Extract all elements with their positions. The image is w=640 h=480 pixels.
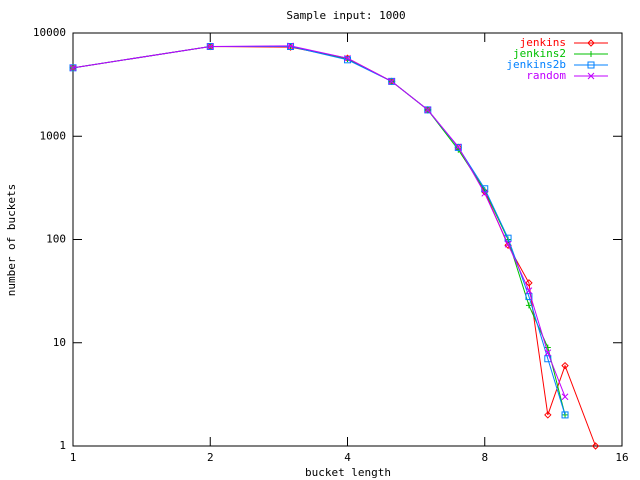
y-tick-label: 100 [46,233,66,246]
point [454,143,462,151]
x-tick-label: 16 [615,451,628,464]
point [544,349,552,357]
point [562,411,569,418]
point [388,77,396,85]
point [561,411,569,419]
point [344,54,351,62]
y-tick-label: 1000 [40,129,67,142]
point [388,78,396,85]
chart-title: Sample input: 1000 [286,9,405,22]
point [561,361,569,370]
point [544,355,552,363]
legend-marker [587,72,595,80]
legend-marker [588,51,594,57]
legend-label: jenkins2 [513,47,566,60]
x-axis-label: bucket length [305,466,391,479]
x-tick-label: 8 [481,451,488,464]
x-tick-label: 4 [344,451,351,464]
y-tick-label: 1 [59,439,66,452]
legend-marker [587,39,595,47]
y-tick-label: 10 [53,336,66,349]
x-tick-label: 2 [207,451,214,464]
point [206,43,214,50]
y-axis-label: number of buckets [5,184,18,297]
point [504,240,512,248]
point [561,393,569,401]
point [454,143,462,151]
x-tick-label: 1 [70,451,77,464]
point [424,106,432,114]
point [525,302,532,309]
legend-label: jenkins [520,36,566,49]
point [481,189,489,197]
point [525,279,533,287]
point [544,411,552,419]
point [525,287,533,294]
y-tick-label: 10000 [33,26,66,39]
series-line [72,45,566,397]
point [424,106,432,114]
point [287,42,294,50]
legend-marker [587,61,595,69]
point [69,64,77,72]
point [591,442,600,450]
legend-label: random [526,69,566,82]
legend-label: jenkins2b [506,58,566,71]
point [525,293,533,301]
